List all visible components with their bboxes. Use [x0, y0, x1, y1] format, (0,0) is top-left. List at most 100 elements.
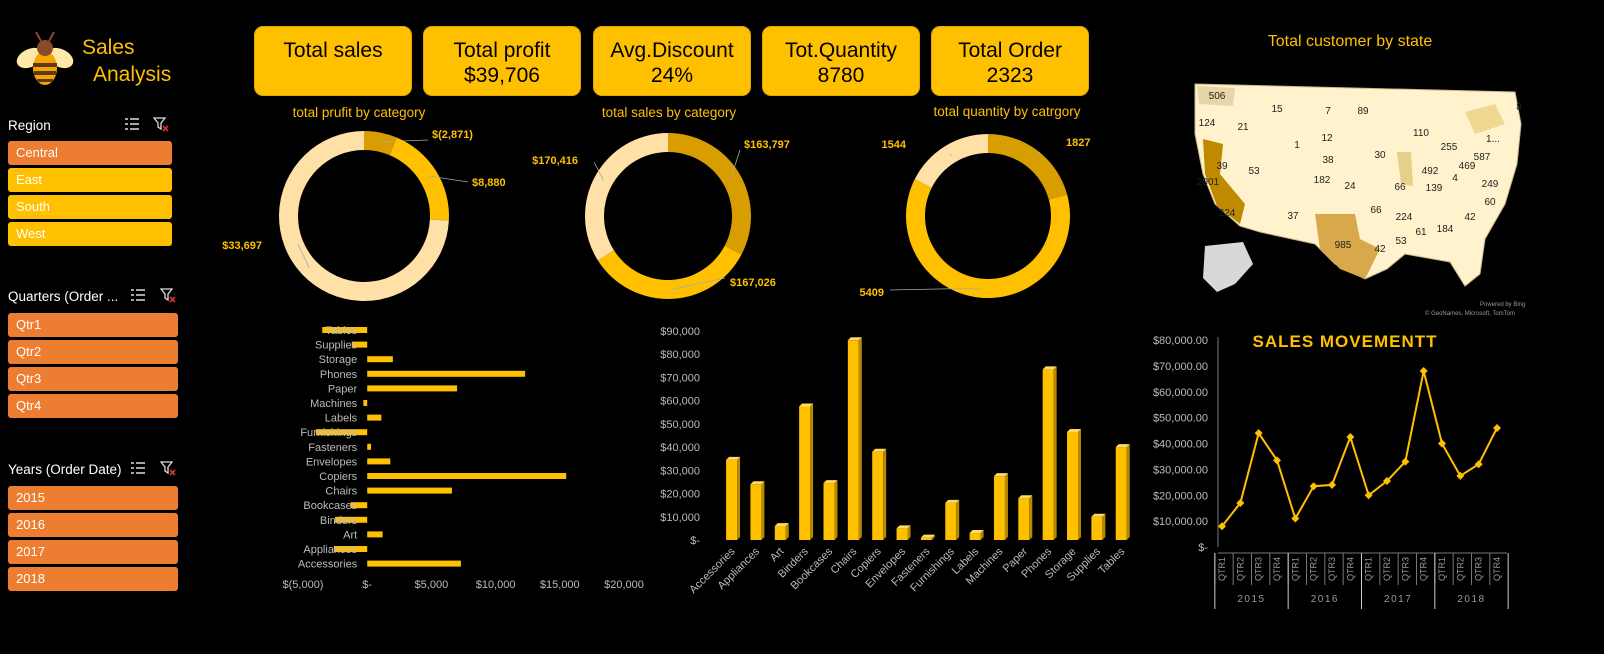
kpi-value: 8780 [817, 64, 865, 87]
vbar-bar [750, 484, 762, 540]
hbar-category-label: Storage [319, 354, 358, 366]
slicer-item-qtr4[interactable]: Qtr4 [8, 394, 178, 418]
vbar-bar-top [945, 499, 960, 503]
line-y-tick-label: $70,000.00 [1153, 361, 1208, 373]
line-quarter-label: QTR1 [1364, 557, 1374, 581]
vbar-bar [1115, 447, 1127, 540]
sales-by-subcategory-bar-chart: $- $10,000 $20,000 $30,000 $40,000 $50,000 $60… [660, 326, 1130, 596]
slicer-item-qtr1[interactable]: Qtr1 [8, 313, 178, 337]
clear-filter-icon[interactable] [152, 116, 169, 132]
slicer-item-qtr3[interactable]: Qtr3 [8, 367, 178, 391]
vbar-bar [896, 528, 908, 540]
map-state-label: 42 [1374, 244, 1386, 255]
vbar-y-tick-label: $30,000 [660, 465, 700, 477]
line-marker [1493, 423, 1501, 432]
multi-select-icon[interactable] [130, 460, 146, 476]
donut-leader-line [889, 287, 981, 291]
line-marker [1218, 522, 1226, 531]
hbar-x-tick-label: $20,000 [604, 579, 644, 591]
multi-select-icon[interactable] [124, 116, 140, 132]
sales-donut-chart: $163,797 $167,026 $170,416 [532, 133, 790, 299]
line-quarter-label: QTR1 [1217, 557, 1227, 581]
donut-data-label: $170,416 [532, 155, 578, 167]
line-y-tick-label: $20,000.00 [1153, 490, 1208, 502]
map-state-label: 110 [1413, 128, 1429, 139]
hbar-category-label: Tables [325, 325, 357, 337]
map-state-label: 1 [1294, 140, 1300, 151]
line-marker [1328, 480, 1336, 489]
line-marker [1309, 482, 1318, 491]
kpi-total-profit: Total profit $39,706 [423, 26, 581, 96]
vbar-bar-side [1126, 444, 1130, 540]
map-state-label: 224 [1219, 208, 1236, 219]
map-state-label: 38 [1322, 155, 1334, 166]
vbar-y-tick-label: $40,000 [660, 442, 700, 454]
kpi-label: Avg.Discount [610, 39, 734, 62]
vbar-bar-top [847, 337, 862, 341]
line-y-tick-label: $30,000.00 [1153, 464, 1208, 476]
hbar-bar [322, 327, 368, 333]
map-attribution-sources: © GeoNames, Microsoft, TomTom [1425, 311, 1515, 317]
hbar-category-label: Art [343, 529, 357, 541]
vbar-bar [799, 406, 811, 540]
hbar-category-label: Labels [325, 413, 358, 425]
kpi-label: Total Order [958, 39, 1062, 62]
donut-slice-technology [585, 133, 668, 261]
donut-data-label: $167,026 [730, 277, 776, 289]
hbar-x-tick-label: $(5,000) [283, 579, 324, 591]
vbar-y-tick-label: $50,000 [660, 419, 700, 431]
map-state-label: 24 [1344, 181, 1356, 192]
hbar-bar [367, 473, 567, 479]
slicer-item-qtr2[interactable]: Qtr2 [8, 340, 178, 364]
vbar-category-label: Art [768, 546, 786, 564]
hbar-x-tick-label: $- [362, 579, 372, 591]
vbar-bar-side [858, 337, 862, 540]
donut-slice-furniture [364, 131, 397, 156]
donut-slice-furniture [988, 134, 1068, 200]
map-state-label: 12 [1321, 133, 1333, 144]
vbar-bar [1018, 498, 1030, 540]
hbar-category-label: Phones [320, 369, 358, 381]
line-marker [1383, 477, 1391, 486]
line-y-tick-label: $10,000.00 [1153, 516, 1208, 528]
vbar-y-tick-label: $10,000 [660, 512, 700, 524]
hbar-x-tick-label: $5,000 [415, 579, 449, 591]
line-year-label: 2017 [1384, 594, 1412, 605]
map-state-label: 60 [1484, 197, 1496, 208]
map-state-label: 255 [1441, 142, 1458, 153]
kpi-total-order: Total Order 2323 [931, 26, 1089, 96]
map-state-label: 89 [1357, 106, 1369, 117]
hbar-category-label: Chairs [325, 486, 357, 498]
vbar-bar-top [896, 525, 911, 529]
line-quarter-label: QTR1 [1437, 557, 1447, 581]
map-state-label: 53 [1248, 166, 1260, 177]
kpi-value: 24% [650, 64, 694, 87]
alaska-shape [1203, 242, 1253, 292]
line-y-tick-label: $80,000.00 [1153, 335, 1208, 347]
hbar-bar [351, 341, 368, 348]
line-quarter-label: QTR4 [1345, 557, 1355, 581]
slicer-item-2016[interactable]: 2016 [8, 513, 178, 537]
slicer-item-2018[interactable]: 2018 [8, 567, 178, 591]
clear-filter-icon[interactable] [159, 460, 176, 476]
clear-filter-icon[interactable] [159, 287, 176, 303]
slicer-item-central[interactable]: Central [8, 141, 172, 165]
multi-select-icon[interactable] [130, 287, 146, 303]
vbar-bar [847, 340, 859, 540]
donut-slice-technology [914, 134, 988, 188]
slicer-item-west[interactable]: West [8, 222, 172, 246]
slicer-item-east[interactable]: East [8, 168, 172, 192]
vbar-bar-side [785, 523, 789, 540]
slicer-item-south[interactable]: South [8, 195, 172, 219]
quantity-donut-title: total quantity by catrgory [933, 104, 1081, 119]
kpi-total-quantity: Tot.Quantity 8780 [762, 26, 920, 96]
vbar-bar-top [1018, 495, 1033, 499]
line-y-tick-label: $- [1198, 542, 1208, 554]
line-quarter-label: QTR3 [1327, 557, 1337, 581]
line-marker [1291, 514, 1300, 523]
map-state-label: 66 [1394, 182, 1406, 193]
vbar-bar-top [726, 456, 741, 460]
slicer-item-2015[interactable]: 2015 [8, 486, 178, 510]
map-state-label: 37 [1287, 211, 1299, 222]
slicer-item-2017[interactable]: 2017 [8, 540, 178, 564]
